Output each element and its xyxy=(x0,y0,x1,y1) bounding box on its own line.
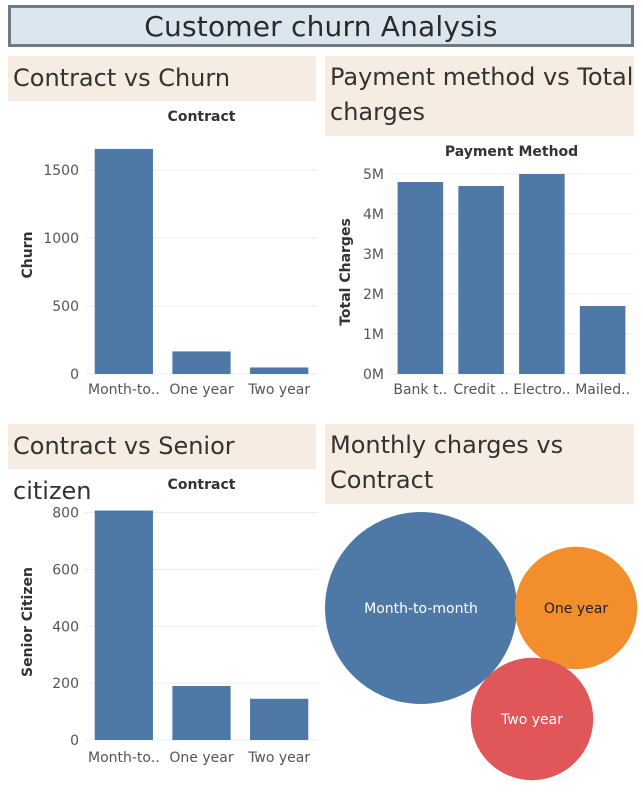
contract-vs-churn-chart: Contract Churn 0 500 1000 1500 Month-to.. One y… xyxy=(20,109,318,398)
chart-title: Contract xyxy=(168,477,236,493)
bar xyxy=(172,351,231,374)
x-tick-label: Credit .. xyxy=(453,382,508,398)
x-tick-label: Two year xyxy=(247,382,310,398)
bar xyxy=(94,510,153,740)
bubble-label: Month-to-month xyxy=(364,601,478,617)
bar xyxy=(250,698,309,740)
panel-title-line-1: Monthly charges vs xyxy=(330,431,564,459)
bubble xyxy=(470,657,594,781)
y-tick-label: 400 xyxy=(52,619,79,635)
bar xyxy=(458,186,504,374)
payment-method-vs-total-charges-panel: Payment method vs Total charges xyxy=(325,56,634,406)
y-tick-label: 200 xyxy=(52,676,79,692)
monthly-charges-vs-contract-panel: Monthly charges vs Contract xyxy=(325,424,634,784)
y-tick-label: 500 xyxy=(52,299,79,315)
y-tick-label: 0 xyxy=(70,367,79,383)
payment-method-chart: Payment Method Total Charges 0M 1M 2M 3M 4M 5M B… xyxy=(338,144,633,398)
y-tick-label: 1M xyxy=(363,327,384,343)
y-tick-label: 600 xyxy=(52,562,79,578)
x-tick-label: One year xyxy=(169,382,233,398)
y-tick-label: 5M xyxy=(363,167,384,183)
y-tick-label: 1000 xyxy=(43,231,79,247)
y-tick-label: 2M xyxy=(363,287,384,303)
bar xyxy=(172,685,231,740)
panel-title: Contract vs Churn xyxy=(8,56,316,101)
bar xyxy=(397,182,444,374)
dashboard-title: Customer churn Analysis xyxy=(8,5,634,47)
bar xyxy=(519,174,565,374)
x-tick-label: Two year xyxy=(247,750,310,766)
x-tick-label: Month-to.. xyxy=(88,750,160,766)
bubble xyxy=(514,546,638,670)
panel-title: Monthly charges vs Contract xyxy=(325,424,634,504)
panel-title-line-2: Contract xyxy=(330,466,434,494)
bubble xyxy=(325,512,517,704)
chart-title: Payment Method xyxy=(445,144,578,160)
bubble-label: One year xyxy=(544,601,608,617)
panel-title: Payment method vs Total charges xyxy=(325,56,634,136)
bubble-label: Two year xyxy=(500,712,563,728)
contract-vs-churn-panel: Contract vs Churn xyxy=(8,56,316,406)
y-tick-label: 0M xyxy=(363,367,384,383)
y-tick-label: 1500 xyxy=(43,163,79,179)
y-tick-label: 0 xyxy=(70,733,79,749)
chart-title: Contract xyxy=(168,109,236,125)
x-tick-label: Month-to.. xyxy=(88,382,160,398)
y-axis-label: Churn xyxy=(20,231,36,278)
y-tick-label: 800 xyxy=(52,506,79,522)
x-tick-label: Bank t.. xyxy=(393,382,447,398)
x-tick-label: Electro.. xyxy=(513,382,570,398)
y-axis-label: Total Charges xyxy=(338,218,354,326)
x-tick-label: Mailed.. xyxy=(575,382,630,398)
y-axis-label: Senior Citizen xyxy=(20,567,36,677)
x-tick-label: One year xyxy=(169,750,233,766)
panel-title-line-1: Payment method vs Total xyxy=(330,63,634,91)
panel-title-line-2: charges xyxy=(330,98,426,126)
panel-title: Contract vs Senior citizen xyxy=(8,424,316,505)
bar xyxy=(250,367,309,374)
y-tick-label: 3M xyxy=(363,247,384,263)
monthly-charges-bubble-chart: Month-to-month One year Two year xyxy=(325,512,638,781)
bar xyxy=(94,148,153,374)
bar xyxy=(579,306,626,374)
contract-vs-senior-citizen-chart: Contract Senior Citizen 0 200 400 600 800 Month… xyxy=(20,477,318,766)
contract-vs-senior-citizen-panel: Contract vs Senior citizen xyxy=(8,424,316,774)
y-tick-label: 4M xyxy=(363,207,384,223)
